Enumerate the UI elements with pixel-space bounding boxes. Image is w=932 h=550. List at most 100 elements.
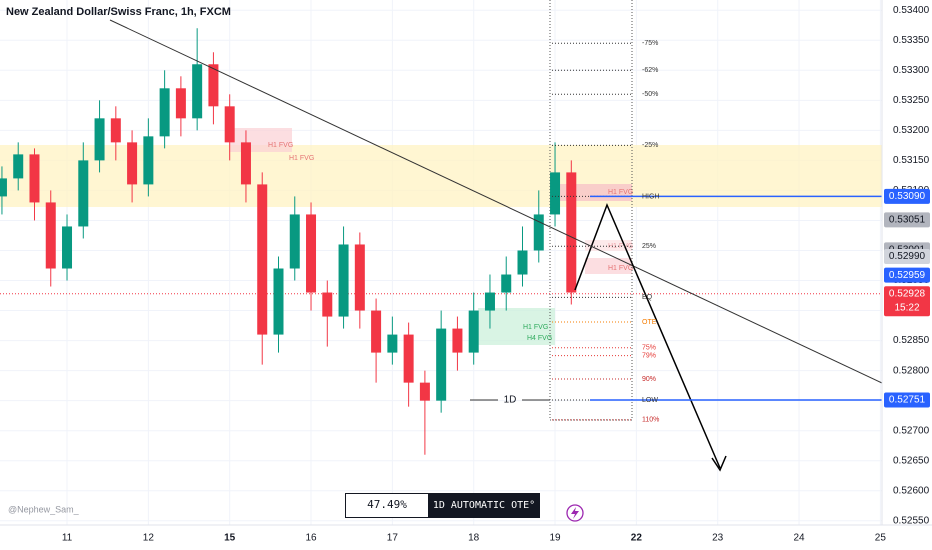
y-tick-label: 0.52800 [893, 365, 930, 376]
candle-body [289, 214, 300, 269]
candle-body [484, 292, 495, 311]
fib-label: -25% [642, 142, 658, 149]
fib-label: -75% [642, 40, 658, 47]
event-icon[interactable] [566, 504, 584, 522]
price-label: 0.52990 [889, 251, 926, 262]
zone-label: H1 FVG [289, 155, 314, 162]
candle-body [224, 106, 235, 143]
fib-label: 90% [642, 376, 656, 383]
y-tick-label: 0.53300 [893, 65, 930, 76]
x-tick-label: 24 [793, 533, 805, 544]
candle-body [371, 310, 382, 353]
candle-body [257, 184, 268, 335]
candle-body [175, 88, 186, 119]
y-tick-label: 0.53250 [893, 95, 930, 106]
fvg-zone [585, 240, 632, 251]
candle-body [387, 334, 398, 353]
x-tick-label: 15 [224, 533, 236, 544]
candles [0, 28, 577, 455]
candle-body [468, 310, 479, 353]
candle-body [45, 202, 56, 269]
price-label-box [884, 188, 930, 204]
trendline [109, 19, 883, 384]
y-tick-label: 0.52850 [893, 335, 930, 346]
time-axis [0, 525, 932, 550]
y-tick-label: 0.52550 [893, 515, 930, 526]
price-label-box [884, 286, 930, 317]
x-tick-label: 19 [549, 533, 561, 544]
ote-box [345, 493, 429, 518]
zone-label: H1 FVG [608, 243, 633, 250]
fib-label: 75% [642, 345, 656, 352]
candle-body [159, 88, 170, 137]
candle-body [403, 334, 414, 383]
x-tick-label: 22 [631, 533, 643, 544]
candle-body [517, 250, 528, 275]
candle-body [143, 136, 154, 185]
candle-body [240, 142, 251, 185]
fvg-zone [585, 258, 632, 274]
candle-body [127, 142, 138, 185]
projection-arrow [574, 202, 721, 469]
y-tick-label: 0.53400 [893, 5, 930, 16]
x-tick-label: 25 [875, 533, 887, 544]
fib-label: 110% [642, 417, 659, 424]
candle-body [0, 178, 7, 197]
x-tick-label: 11 [62, 533, 73, 544]
candle-body [192, 64, 203, 119]
axes: 0.53400 0.53350 0.53300 0.53250 0.53200 0.531… [62, 5, 930, 544]
fib-label: HIGH [642, 193, 660, 200]
fib-label: -50% [642, 91, 658, 98]
candle-body [452, 328, 463, 353]
watermark: @Nephew_Sam_ [8, 504, 80, 514]
arrow-head [711, 455, 727, 472]
price-label: 0.53090 [889, 191, 926, 202]
price-label-box [884, 267, 930, 283]
candle-body [501, 274, 512, 293]
fib-label: LOW [642, 397, 658, 404]
x-tick-label: 17 [387, 533, 399, 544]
price-label-box [884, 248, 930, 264]
x-tick-label: 23 [712, 533, 724, 544]
chart-title: New Zealand Dollar/Swiss Franc, 1h, FXCM [6, 6, 231, 18]
price-label: 0.52928 [889, 288, 926, 299]
candle-body [566, 172, 577, 293]
zone-label: H1 FVG [523, 324, 548, 331]
range-label: 1D [504, 395, 517, 406]
candle-body [78, 160, 89, 227]
candle-body [436, 328, 447, 401]
fib-label: 25% [642, 243, 656, 250]
candle-body [94, 118, 105, 161]
y-tick-label: 0.52700 [893, 425, 930, 436]
zone-label: H1 FVG [608, 265, 633, 272]
price-label-box [884, 392, 930, 408]
x-tick-label: 16 [305, 533, 317, 544]
price-label: 0.52751 [889, 395, 926, 406]
candle-body [550, 172, 561, 215]
fib-levels: -75% -62% -50% -25% HIGH 25% EQ OTE 75%79% 90% LOW… [552, 40, 882, 424]
fib-label: -62% [642, 67, 658, 74]
y-tick-label: 0.52650 [893, 455, 930, 466]
candle-body [208, 64, 219, 107]
indicator-box [428, 493, 540, 518]
candle-body [338, 244, 349, 317]
y-tick-label: 0.52600 [893, 485, 930, 496]
candle-body [533, 214, 544, 251]
zone-label: H1 FVG [608, 189, 633, 196]
x-tick-label: 12 [143, 533, 155, 544]
candle-body [273, 268, 284, 335]
zone-label: H1 FVG [268, 142, 293, 149]
y-tick-label: 0.53350 [893, 35, 930, 46]
x-tick-label: 18 [468, 533, 480, 544]
price-countdown: 15:22 [894, 302, 919, 313]
candle-body [322, 292, 333, 317]
candle-body [306, 214, 317, 293]
candle-body [419, 382, 430, 401]
fib-label: 79% [642, 352, 656, 359]
candle-body [62, 226, 73, 269]
price-label-box [884, 212, 930, 228]
candle-body [13, 154, 24, 179]
y-tick-label: 0.53200 [893, 125, 930, 136]
